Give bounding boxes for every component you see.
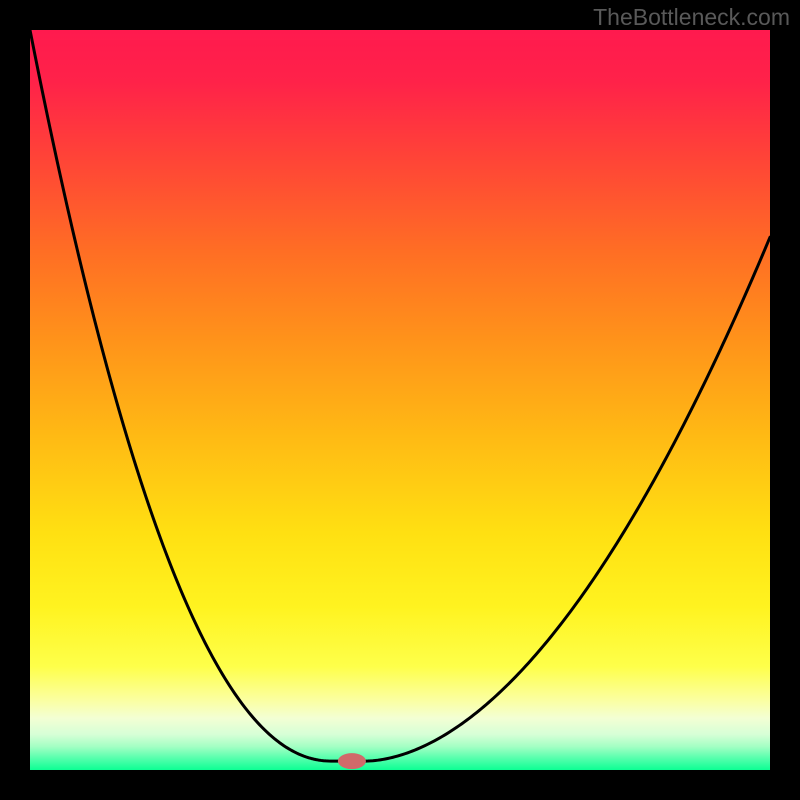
- plot-background: [30, 30, 770, 770]
- optimum-marker: [338, 753, 366, 769]
- bottleneck-chart: [0, 0, 800, 800]
- watermark-text: TheBottleneck.com: [593, 4, 790, 31]
- chart-container: TheBottleneck.com: [0, 0, 800, 800]
